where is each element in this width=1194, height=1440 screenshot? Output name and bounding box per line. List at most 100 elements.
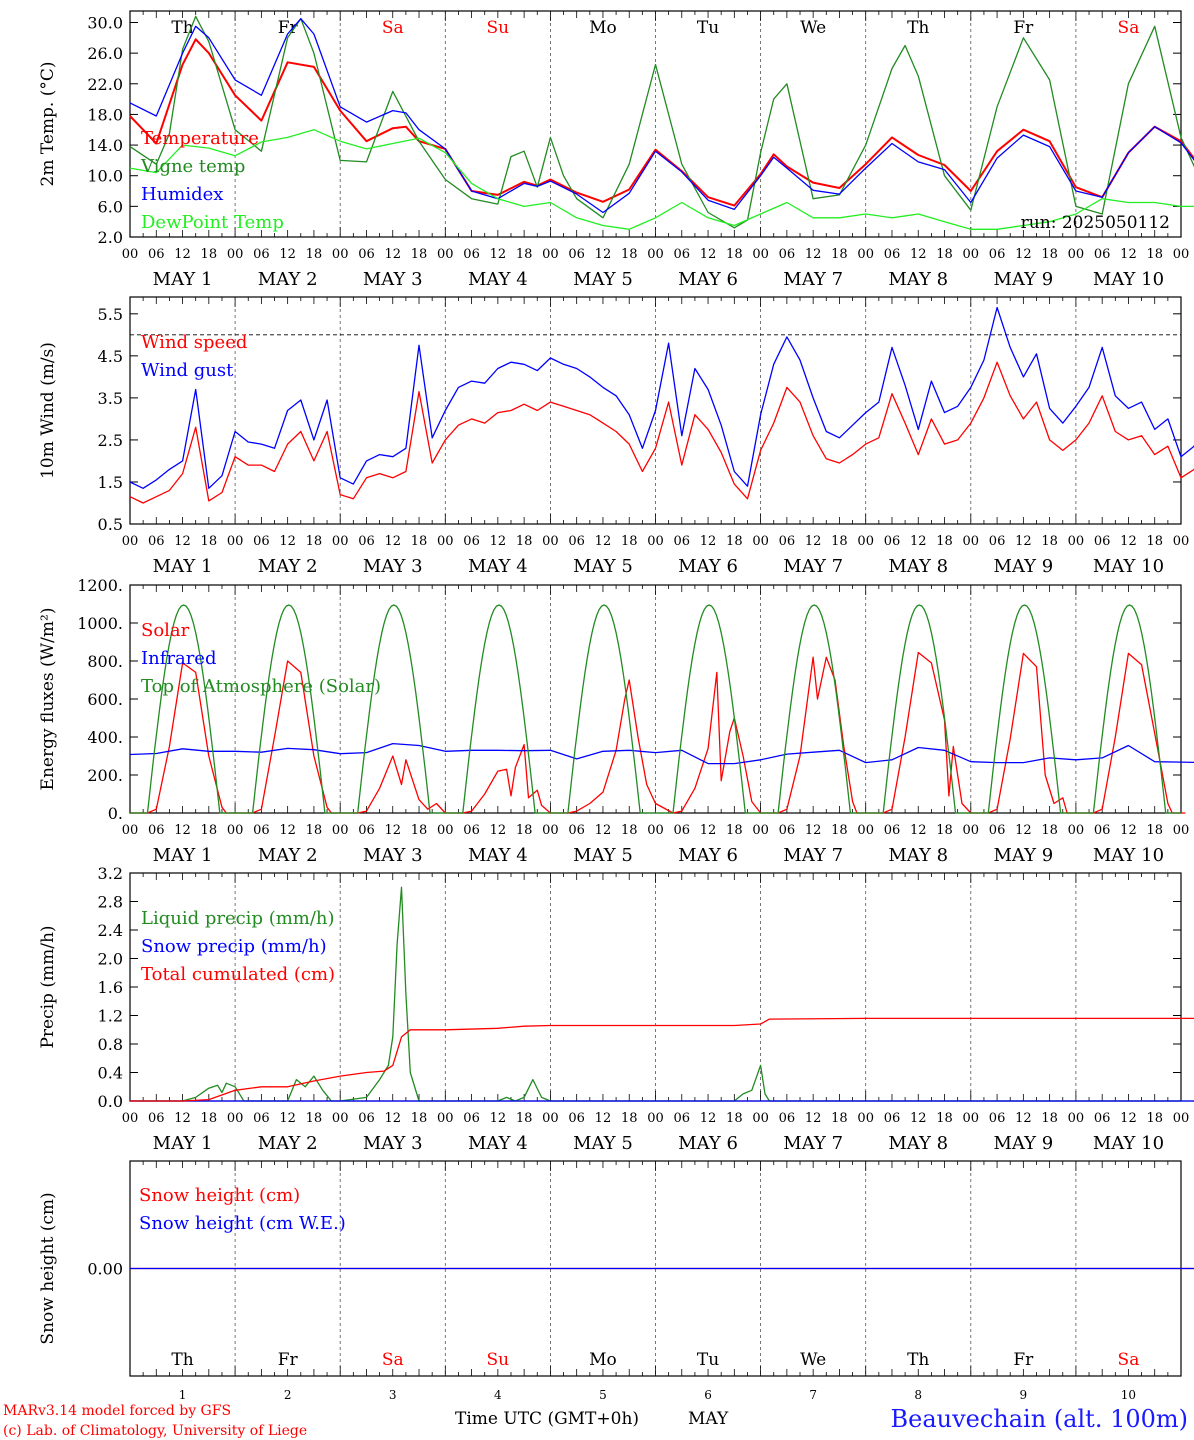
- date-label: MAY 1: [153, 1133, 213, 1154]
- hour-tick-label: 00: [332, 534, 349, 549]
- hour-tick-label: 06: [779, 534, 796, 549]
- panel-5: 0.00 Snow height (cm) Snow height (cm) Snow…: [38, 1160, 1194, 1402]
- hour-tick-label: 12: [700, 534, 717, 549]
- y-tick-label: 10.0: [87, 167, 123, 186]
- hour-tick-label: 06: [779, 1111, 796, 1126]
- hour-tick-label: 00: [752, 247, 769, 262]
- date-label: MAY 6: [678, 845, 738, 866]
- hour-tick-label: 06: [989, 247, 1006, 262]
- y-tick-label: 1200.: [77, 576, 123, 595]
- hour-tick-label: 06: [884, 823, 901, 838]
- y-axis-label: Energy fluxes (W/m²): [38, 608, 58, 791]
- hour-tick-label: 12: [910, 823, 927, 838]
- y-tick-label: 4.5: [98, 347, 123, 366]
- day-name: Fr: [278, 1350, 299, 1370]
- series-line-infrared: [129, 742, 1194, 765]
- date-label: MAY 8: [888, 556, 948, 577]
- y-tick-label: 0.5: [98, 515, 123, 534]
- y-tick-label: 1.5: [98, 473, 123, 492]
- day-name: Sa: [1118, 1350, 1140, 1370]
- hour-tick-label: 18: [936, 823, 953, 838]
- date-label: MAY 4: [468, 1133, 528, 1154]
- hour-tick-label: 18: [1146, 534, 1163, 549]
- y-tick-label: 3.5: [98, 389, 123, 408]
- panel-3: 0. 200. 400. 600. 800. 1000. 1200. Energy fluxe…: [38, 576, 1194, 866]
- hour-tick-label: 00: [963, 823, 980, 838]
- hour-tick-label: 18: [516, 247, 533, 262]
- day-name: Tu: [697, 18, 719, 38]
- hour-tick-label: 00: [1068, 534, 1085, 549]
- hour-tick-label: 12: [174, 823, 191, 838]
- date-label: MAY 5: [573, 556, 633, 577]
- hour-tick-label: 00: [647, 534, 664, 549]
- hour-tick-label: 18: [516, 1111, 533, 1126]
- y-tick-label: 14.0: [87, 136, 123, 155]
- day-name: Mo: [589, 18, 617, 38]
- hour-tick-label: 12: [805, 1111, 822, 1126]
- day-number: 1: [179, 1388, 187, 1402]
- hour-tick-label: 12: [1015, 1111, 1032, 1126]
- hour-tick-label: 06: [674, 534, 691, 549]
- y-tick-label: 0.0: [98, 1092, 123, 1111]
- y-tick-label: 22.0: [87, 75, 123, 94]
- y-tick-label: 0.: [108, 804, 123, 823]
- hour-tick-label: 06: [989, 534, 1006, 549]
- y-tick-label: 3.2: [98, 864, 123, 883]
- panel-2: 0.5 1.5 2.5 3.5 4.5 5.5 10m Wind (m/s) Wind spe…: [38, 296, 1194, 577]
- y-tick-label: 1000.: [77, 614, 123, 633]
- day-name: Sa: [382, 1350, 404, 1370]
- hour-tick-label: 00: [542, 823, 559, 838]
- hour-tick-label: 06: [148, 534, 165, 549]
- hour-tick-label: 18: [411, 534, 428, 549]
- hour-tick-label: 18: [1146, 1111, 1163, 1126]
- y-tick-label: 26.0: [87, 44, 123, 63]
- hour-tick-label: 12: [384, 247, 401, 262]
- date-label: MAY 5: [573, 845, 633, 866]
- hour-tick-label: 12: [174, 1111, 191, 1126]
- hour-tick-label: 00: [122, 1111, 139, 1126]
- hour-tick-label: 18: [201, 823, 218, 838]
- y-tick-label: 2.0: [98, 228, 123, 247]
- hour-tick-label: 00: [122, 534, 139, 549]
- hour-tick-label: 12: [384, 534, 401, 549]
- y-tick-label: 800.: [87, 652, 123, 671]
- hour-tick-label: 12: [1120, 1111, 1137, 1126]
- date-label: MAY 2: [258, 845, 318, 866]
- hour-tick-label: 12: [490, 1111, 507, 1126]
- hour-tick-label: 18: [621, 1111, 638, 1126]
- panel-1: 2.0 6.0 10.0 14.0 18.0 22.0 26.0 30.0 2m Temp. (…: [38, 10, 1194, 290]
- hour-tick-label: 12: [1120, 534, 1137, 549]
- hour-tick-label: 06: [253, 247, 270, 262]
- day-name: Fr: [1013, 18, 1034, 38]
- hour-tick-label: 18: [1041, 1111, 1058, 1126]
- hour-tick-label: 06: [253, 823, 270, 838]
- legend-entry: Vigne temp: [140, 156, 245, 177]
- hour-tick-label: 06: [463, 534, 480, 549]
- day-name: Sa: [382, 18, 404, 38]
- date-label: MAY 8: [888, 269, 948, 290]
- legend-entry: Temperature: [141, 128, 259, 149]
- month-label: MAY: [688, 1409, 729, 1429]
- date-label: MAY 5: [573, 1133, 633, 1154]
- date-label: MAY 3: [363, 845, 423, 866]
- hour-tick-label: 18: [621, 534, 638, 549]
- hour-tick-label: 06: [1094, 1111, 1111, 1126]
- hour-tick-label: 06: [884, 534, 901, 549]
- legend-entry: Snow height (cm W.E.): [139, 1213, 346, 1234]
- hour-tick-label: 12: [805, 534, 822, 549]
- day-number: 5: [599, 1388, 607, 1402]
- y-axis-label: Precip (mm/h): [38, 925, 58, 1048]
- hour-tick-label: 06: [568, 247, 585, 262]
- hour-tick-label: 00: [437, 534, 454, 549]
- y-tick-label: 6.0: [98, 197, 123, 216]
- hour-tick-label: 00: [752, 1111, 769, 1126]
- date-label: MAY 6: [678, 1133, 738, 1154]
- hour-tick-label: 18: [201, 534, 218, 549]
- credit-model: MARv3.14 model forced by GFS: [3, 1403, 231, 1419]
- hour-tick-label: 06: [884, 1111, 901, 1126]
- credit-lab: (c) Lab. of Climatology, University of L…: [3, 1423, 307, 1439]
- station-label: Beauvechain (alt. 100m): [890, 1405, 1188, 1433]
- hour-tick-label: 12: [490, 823, 507, 838]
- hour-tick-label: 18: [621, 247, 638, 262]
- hour-tick-label: 18: [726, 1111, 743, 1126]
